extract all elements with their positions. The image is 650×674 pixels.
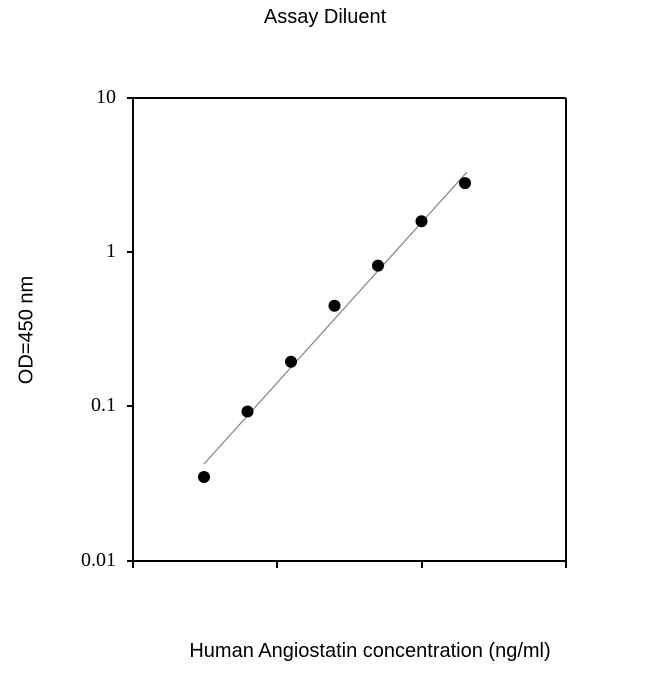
plot-frame <box>127 97 567 562</box>
data-points <box>198 177 471 483</box>
fit-line <box>203 171 468 465</box>
data-point <box>241 405 254 418</box>
data-point <box>285 355 297 368</box>
data-point <box>415 215 428 228</box>
y-tick-0.01: 0.01 <box>81 549 116 571</box>
y-tick-0.1: 0.1 <box>91 394 116 416</box>
chart-title: Assay Diluent <box>263 6 387 28</box>
x-axis-ticks <box>132 561 567 568</box>
data-point <box>459 177 471 190</box>
data-point <box>372 259 384 272</box>
data-point <box>328 299 341 312</box>
data-point <box>198 471 210 483</box>
y-tick-10: 10 <box>96 86 116 108</box>
y-tick-1: 1 <box>106 240 116 262</box>
x-axis-label: Human Angiostatin concentration (ng/ml) <box>189 640 551 662</box>
